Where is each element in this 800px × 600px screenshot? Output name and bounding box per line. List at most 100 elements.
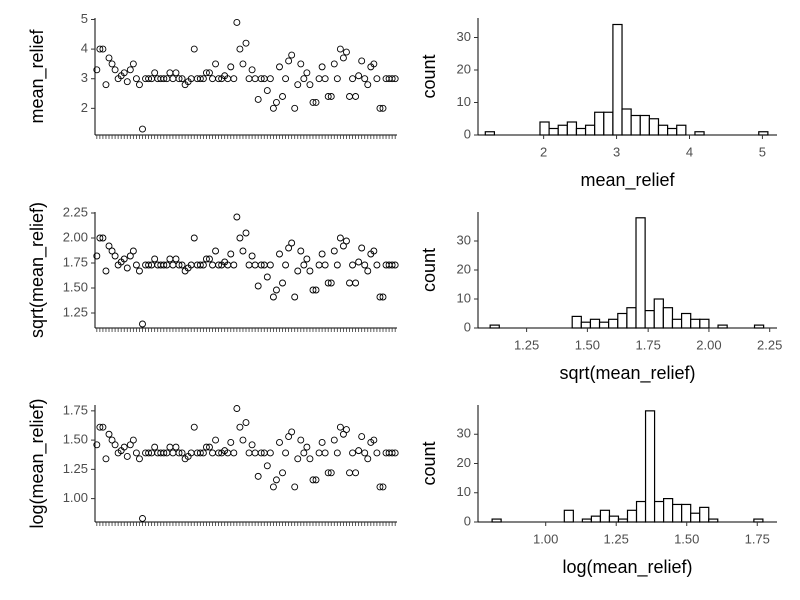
y-tick-label: 5 [81, 11, 88, 26]
panel: 0 10 20 30 count 1.00 1.25 1.50 1.75 log(mean_rel… [419, 405, 777, 578]
bar [598, 321, 610, 329]
y-tick-label: 2.00 [63, 229, 88, 244]
point [129, 436, 137, 444]
x-axis-title: log(mean_relief) [562, 557, 692, 578]
x-axis-title: mean_relief [580, 170, 675, 191]
point [215, 261, 223, 269]
point [145, 261, 153, 269]
point [324, 279, 332, 287]
point [327, 93, 335, 100]
point [285, 433, 293, 441]
bar [584, 124, 596, 136]
point [349, 261, 357, 269]
point [111, 66, 119, 74]
point [376, 104, 384, 112]
y-tick-label: 0 [464, 126, 471, 141]
y-tick-label: 0 [464, 513, 471, 528]
point [172, 69, 180, 77]
point [236, 45, 244, 53]
y-axis-title: sqrt(mean_relief) [27, 202, 48, 338]
point [190, 45, 198, 53]
point [306, 81, 314, 89]
point [324, 93, 332, 100]
point [370, 247, 378, 255]
point [391, 261, 399, 269]
bar [608, 515, 620, 523]
point [358, 244, 366, 252]
bar [644, 310, 655, 329]
y-axis-title: count [419, 54, 439, 98]
point [321, 449, 329, 457]
bar [539, 121, 550, 136]
bar [563, 509, 574, 523]
point [272, 286, 280, 294]
point [99, 423, 107, 431]
y-tick-label: 10 [457, 290, 471, 305]
point [291, 293, 299, 301]
point [309, 286, 317, 294]
point [120, 443, 128, 451]
point [215, 75, 223, 83]
x-tick-label: 1.00 [533, 531, 558, 546]
point [215, 449, 223, 457]
point [199, 261, 207, 269]
point [352, 93, 360, 100]
point [242, 419, 250, 426]
bar [694, 131, 705, 136]
point [254, 282, 262, 290]
y-tick-label: 20 [457, 261, 471, 276]
point [339, 242, 347, 250]
panel: 1.25 1.50 1.75 2.00 2.25 sqrt(mean_relief) [27, 202, 399, 338]
y-axis-title: mean_relief [27, 28, 48, 123]
bar [594, 111, 605, 136]
point [324, 469, 332, 477]
point [209, 75, 216, 83]
point [272, 476, 280, 484]
y-axis-title: count [419, 441, 439, 485]
point [327, 279, 335, 287]
y-tick-label: 20 [457, 61, 471, 76]
bar [753, 324, 765, 329]
point [248, 66, 256, 74]
point [99, 45, 107, 53]
point [343, 426, 350, 434]
point [333, 75, 341, 83]
x-tick-label: 1.25 [514, 337, 539, 352]
point [352, 279, 360, 287]
point [361, 261, 369, 269]
point [199, 75, 207, 83]
point [318, 438, 326, 446]
point [388, 75, 396, 83]
bar [758, 131, 769, 136]
point [251, 449, 259, 457]
bar [612, 23, 623, 136]
x-tick-label: 1.25 [604, 531, 629, 546]
point [376, 293, 384, 301]
point [257, 449, 265, 457]
point [175, 75, 183, 83]
point [294, 81, 302, 89]
point [318, 63, 326, 71]
point [212, 247, 220, 255]
bar [717, 324, 728, 329]
point [93, 252, 101, 260]
point [257, 261, 265, 269]
point [333, 261, 341, 269]
y-tick-label: 30 [457, 29, 471, 44]
x-tick-label: 1.75 [636, 337, 661, 352]
bar [653, 298, 664, 329]
point [102, 267, 110, 275]
point [349, 75, 357, 83]
bar [635, 217, 646, 329]
point [126, 66, 134, 74]
point [276, 250, 283, 258]
point [315, 449, 323, 457]
y-axis-title: log(mean_relief) [27, 398, 48, 528]
point [254, 472, 262, 480]
point [239, 436, 247, 444]
y-tick-label: 3 [81, 70, 88, 85]
point [294, 267, 302, 275]
point [269, 104, 277, 112]
point [209, 449, 216, 457]
bar [681, 503, 692, 523]
